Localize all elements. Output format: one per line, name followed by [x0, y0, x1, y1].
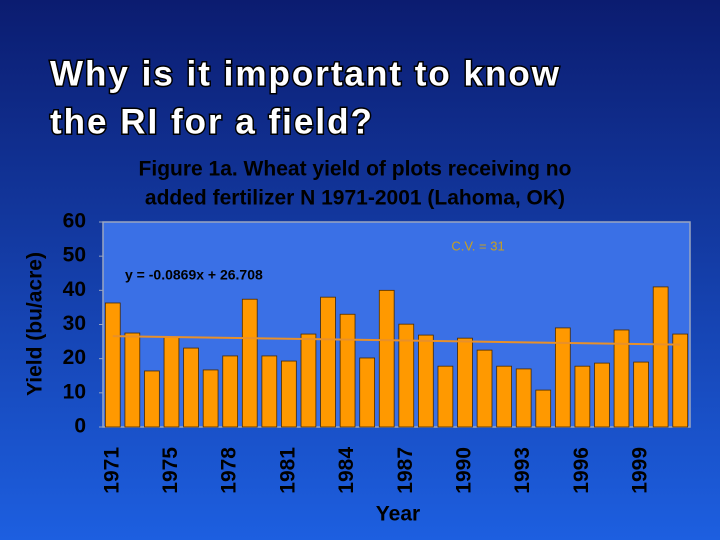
bar — [613, 329, 630, 428]
chart-title: added fertilizer N 1971-2001 (Lahoma, OK… — [145, 187, 565, 210]
annotation: C.V. = 31 — [451, 238, 504, 253]
bar — [202, 369, 219, 428]
y-tick-label: 30 — [63, 312, 86, 335]
y-axis-label: Yield (bu/acre) — [24, 252, 47, 396]
bar — [535, 389, 552, 428]
bar — [476, 349, 493, 428]
y-tick-label: 20 — [63, 346, 86, 369]
x-tick-label: 1981 — [276, 447, 299, 494]
y-tick-label: 50 — [63, 244, 86, 267]
bar — [124, 332, 141, 428]
plot-area — [102, 221, 691, 428]
x-tick-label: 1993 — [511, 447, 534, 494]
bar — [594, 362, 610, 428]
bar — [457, 337, 473, 428]
bar — [672, 333, 689, 428]
bar — [496, 365, 512, 428]
bar — [281, 360, 297, 428]
bar — [104, 302, 121, 428]
bar — [633, 361, 649, 428]
x-tick-label: 1975 — [159, 447, 182, 494]
bar — [554, 327, 571, 428]
bar — [574, 365, 591, 428]
bar — [339, 313, 356, 428]
x-tick-label: 1971 — [100, 447, 123, 494]
bar — [261, 355, 278, 428]
bar — [398, 323, 415, 428]
annotation: y = -0.0869x + 26.708 — [125, 267, 263, 283]
y-tick-label: 40 — [63, 278, 86, 301]
x-tick-label: 1984 — [335, 447, 358, 494]
bar — [437, 365, 454, 428]
x-tick-label: 1978 — [218, 447, 241, 494]
bar — [222, 355, 239, 428]
y-tick-label: 10 — [63, 380, 86, 403]
bar — [300, 333, 317, 428]
bar — [359, 357, 375, 428]
bar — [183, 347, 199, 428]
x-axis-label: Year — [376, 503, 420, 526]
slide-title: Why is it important to know — [50, 54, 561, 93]
x-tick-label: 1999 — [629, 447, 652, 494]
bar — [652, 286, 669, 428]
x-tick-label: 1996 — [570, 447, 593, 494]
y-tick-label: 60 — [63, 210, 86, 233]
bar — [163, 336, 180, 428]
bar — [378, 289, 395, 428]
bar — [515, 368, 532, 428]
bar — [241, 298, 258, 428]
x-tick-label: 1990 — [453, 447, 476, 494]
bar — [418, 334, 434, 428]
bar — [320, 296, 336, 428]
chart-title: Figure 1a. Wheat yield of plots receivin… — [139, 158, 572, 181]
y-tick-label: 0 — [74, 415, 86, 438]
trend-line — [112, 335, 681, 346]
bar — [144, 370, 160, 428]
x-tick-label: 1987 — [394, 447, 417, 494]
slide-title: the RI for a field? — [50, 102, 374, 141]
